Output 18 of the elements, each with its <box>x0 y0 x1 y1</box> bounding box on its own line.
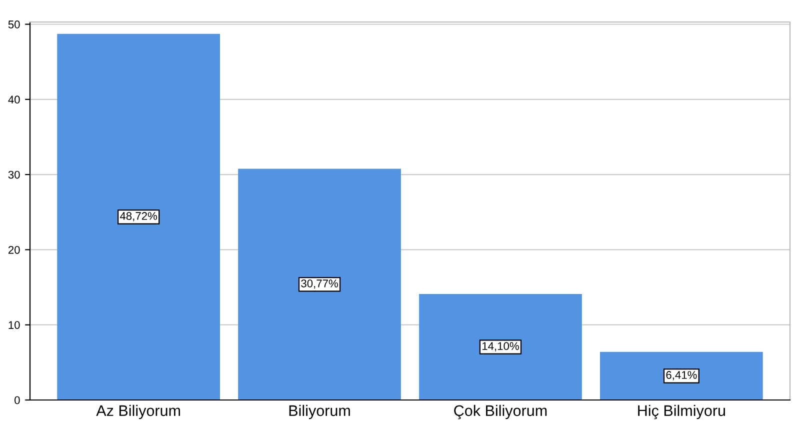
data-label: 30,77% <box>301 280 338 289</box>
bar <box>419 294 582 400</box>
data-label: 14,10% <box>482 342 519 352</box>
y-tick-label: 0 <box>14 396 20 404</box>
y-tick-label: 40 <box>8 96 20 104</box>
y-tick-label: 20 <box>8 246 20 254</box>
bar <box>57 34 220 400</box>
data-label: 48,72% <box>120 212 158 222</box>
bar <box>600 352 763 400</box>
x-tick-label: Biliyorum <box>289 404 350 420</box>
y-tick-label: 10 <box>8 321 20 329</box>
x-tick-label: Hiç Bilmiyoru <box>638 404 725 420</box>
x-tick-label: Çok Biliyorum <box>454 404 547 420</box>
bar <box>238 168 401 400</box>
y-tick-label: 50 <box>8 20 20 28</box>
y-tick-label: 30 <box>8 170 20 179</box>
data-label: 6,41% <box>666 371 697 380</box>
x-tick-label: Az Biliyorum <box>96 404 180 420</box>
